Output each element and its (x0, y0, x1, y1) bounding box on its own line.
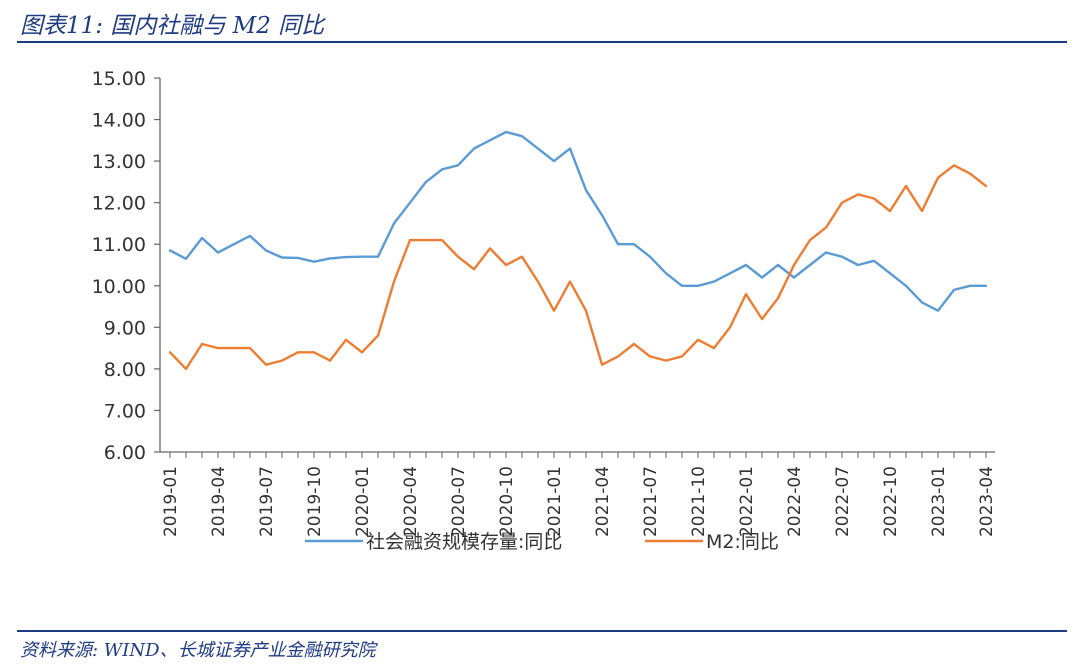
x-tick-label: 2022-07 (833, 466, 853, 537)
x-tick-label: 2019-01 (161, 466, 181, 537)
x-tick-label: 2020-10 (497, 466, 517, 537)
chart-legend: 社会融资规模存量:同比 M2:同比 (305, 531, 779, 553)
x-tick-label: 2021-01 (545, 466, 565, 537)
series-line-tsf (168, 130, 988, 312)
y-tick-label: 13.00 (92, 151, 146, 173)
x-tick-label: 2023-01 (929, 466, 949, 537)
footer-divider (17, 630, 1067, 632)
x-tick-label: 2020-07 (449, 466, 469, 537)
legend-label: 社会融资规模存量:同比 (366, 531, 562, 553)
y-tick-label: 6.00 (104, 442, 146, 464)
y-tick-label: 15.00 (92, 68, 146, 90)
source-note: 资料来源: WIND、长城证券产业金融研究院 (20, 640, 376, 661)
x-tick-label: 2022-01 (737, 466, 757, 537)
title-divider (17, 41, 1067, 43)
x-tick-label: 2020-04 (401, 466, 421, 537)
series-line-m2 (168, 164, 988, 371)
y-tick-label: 12.00 (92, 193, 146, 215)
x-tick-label: 2022-04 (785, 466, 805, 537)
y-tick-label: 10.00 (92, 276, 146, 298)
y-tick-label: 8.00 (104, 359, 146, 381)
legend-label: M2:同比 (706, 531, 779, 553)
x-tick-label: 2021-04 (593, 466, 613, 537)
x-tick-label: 2022-10 (881, 466, 901, 537)
chart-axes: 6.00 7.00 8.00 9.00 10.00 11.00 12.00 13.00 14.0… (92, 68, 997, 537)
x-tick-label: 2021-10 (689, 466, 709, 537)
figure-header: 图表11: 国内社融与 M2 同比 (0, 0, 1080, 44)
series-layer (168, 130, 988, 371)
y-tick-label: 11.00 (92, 234, 146, 256)
x-tick-label: 2023-04 (977, 466, 997, 537)
figure-title: 图表11: 国内社融与 M2 同比 (20, 13, 325, 39)
x-tick-label: 2021-07 (641, 466, 661, 537)
y-tick-label: 9.00 (104, 317, 146, 339)
x-tick-label: 2019-04 (209, 466, 229, 537)
y-tick-label: 14.00 (92, 110, 146, 132)
x-tick-label: 2019-10 (305, 466, 325, 537)
y-tick-label: 7.00 (104, 400, 146, 422)
line-chart: 6.00 7.00 8.00 9.00 10.00 11.00 12.00 13.00 14.0… (92, 68, 997, 553)
x-tick-label: 2019-07 (257, 466, 277, 537)
x-tick-label: 2020-01 (353, 466, 373, 537)
